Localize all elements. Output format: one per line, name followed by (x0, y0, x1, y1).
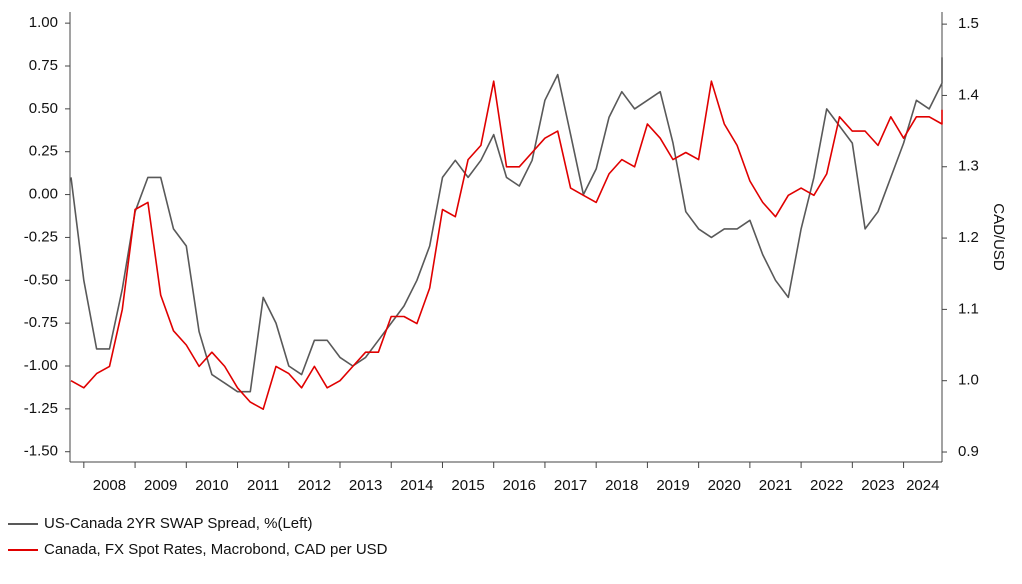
x-tick-label: 2014 (400, 477, 433, 494)
x-tick-label: 2018 (605, 477, 638, 494)
legend-label: US-Canada 2YR SWAP Spread, %(Left) (44, 515, 312, 532)
x-tick-label: 2017 (554, 477, 587, 494)
x-tick-label: 2011 (247, 477, 279, 494)
y2-tick-label: 1.0 (958, 372, 979, 389)
x-tick-label: 2012 (298, 477, 331, 494)
x-tick-label: 2020 (708, 477, 741, 494)
y-tick-label: 0.50 (29, 100, 58, 117)
y-tick-label: 0.75 (29, 57, 58, 74)
y-tick-label: -1.25 (24, 400, 58, 417)
legend-label: Canada, FX Spot Rates, Macrobond, CAD pe… (44, 541, 388, 558)
series-line (70, 80, 943, 410)
y2-axis-label: CAD/USD (990, 203, 1007, 271)
y2-tick-label: 1.1 (958, 300, 979, 317)
y-tick-label: -0.75 (24, 314, 58, 331)
x-tick-label: 2016 (503, 477, 536, 494)
y-tick-label: -1.00 (24, 357, 58, 374)
y-tick-label: -0.50 (24, 271, 58, 288)
x-tick-label: 2010 (195, 477, 228, 494)
y2-tick-label: 0.9 (958, 443, 979, 460)
x-tick-label: 2023 (861, 477, 894, 494)
x-tick-label: 2015 (451, 477, 484, 494)
y2-tick-label: 1.2 (958, 229, 979, 246)
y-tick-label: 0.00 (29, 186, 58, 203)
y2-tick-label: 1.3 (958, 158, 979, 175)
x-tick-label: 2024 (906, 477, 939, 494)
series-line (70, 57, 943, 393)
y-tick-label: -0.25 (24, 228, 58, 245)
y2-tick-label: 1.5 (958, 15, 979, 32)
y-tick-label: 1.00 (29, 14, 58, 31)
x-tick-label: 2008 (93, 477, 126, 494)
x-tick-label: 2021 (759, 477, 792, 494)
y-tick-label: -1.50 (24, 443, 58, 460)
x-tick-label: 2019 (656, 477, 689, 494)
y-tick-label: 0.25 (29, 143, 58, 160)
x-tick-label: 2009 (144, 477, 177, 494)
x-tick-label: 2013 (349, 477, 382, 494)
y2-tick-label: 1.4 (958, 86, 979, 103)
x-tick-label: 2022 (810, 477, 843, 494)
